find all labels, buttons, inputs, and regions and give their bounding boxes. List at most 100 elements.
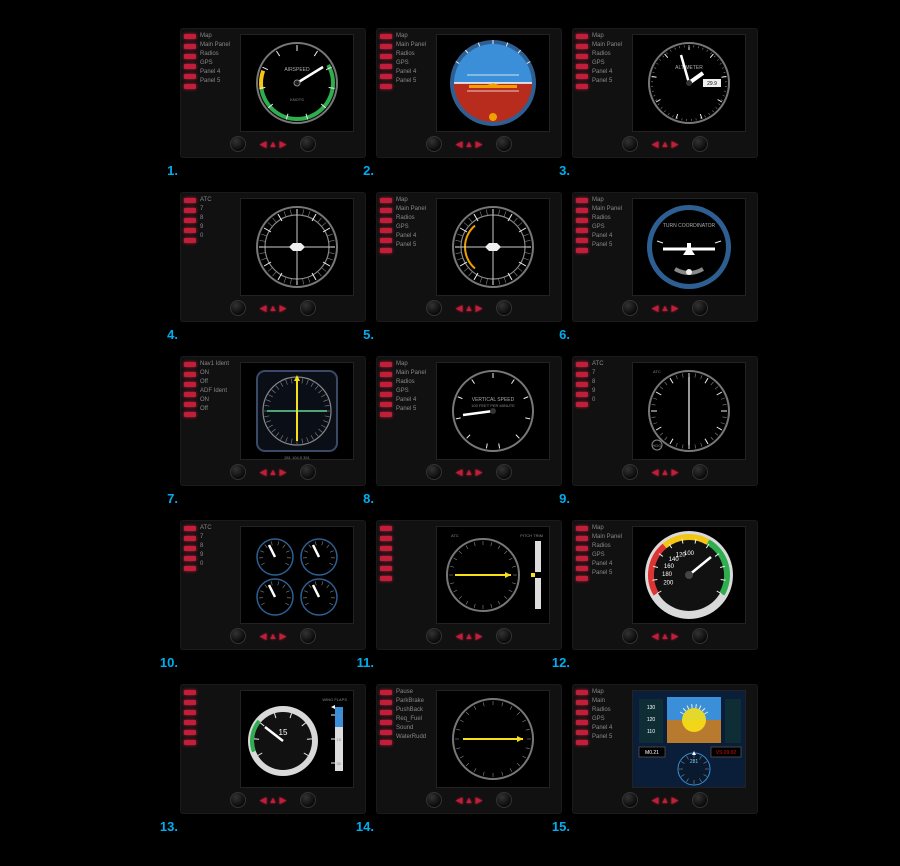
menu-label[interactable]: ATC xyxy=(592,361,604,367)
dpad[interactable]: ◀▲▶ xyxy=(456,796,483,805)
menu-label[interactable]: Map xyxy=(592,689,612,695)
right-knob[interactable] xyxy=(496,300,512,316)
menu-label[interactable]: Main Panel xyxy=(396,42,426,48)
menu-label[interactable]: Panel 5 xyxy=(592,78,622,84)
menu-label[interactable]: Radios xyxy=(592,51,622,57)
right-knob[interactable] xyxy=(692,136,708,152)
left-knob[interactable] xyxy=(426,300,442,316)
menu-label[interactable]: Radios xyxy=(592,215,622,221)
right-knob[interactable] xyxy=(300,300,316,316)
right-knob[interactable] xyxy=(692,792,708,808)
menu-label[interactable]: Panel 5 xyxy=(396,242,426,248)
menu-label[interactable]: GPS xyxy=(396,60,426,66)
menu-label[interactable]: 0 xyxy=(200,233,212,239)
dpad[interactable]: ◀▲▶ xyxy=(652,140,679,149)
menu-label[interactable]: ATC xyxy=(200,197,212,203)
left-knob[interactable] xyxy=(622,628,638,644)
menu-label[interactable]: Map xyxy=(592,33,622,39)
right-knob[interactable] xyxy=(496,464,512,480)
menu-label[interactable]: 7 xyxy=(200,206,212,212)
menu-label[interactable]: 7 xyxy=(200,534,212,540)
dpad[interactable]: ◀▲▶ xyxy=(652,632,679,641)
menu-label[interactable]: ON xyxy=(200,397,229,403)
left-knob[interactable] xyxy=(622,792,638,808)
menu-label[interactable]: Sound xyxy=(396,725,426,731)
menu-label[interactable]: Main Panel xyxy=(592,206,622,212)
menu-label[interactable]: Main Panel xyxy=(396,206,426,212)
menu-label[interactable]: Map xyxy=(396,197,426,203)
left-knob[interactable] xyxy=(230,792,246,808)
menu-label[interactable]: Panel 4 xyxy=(200,69,230,75)
menu-label[interactable]: Map xyxy=(396,361,426,367)
left-knob[interactable] xyxy=(426,628,442,644)
menu-label[interactable]: 9 xyxy=(592,388,604,394)
dpad[interactable]: ◀▲▶ xyxy=(652,304,679,313)
menu-label[interactable]: 9 xyxy=(200,224,212,230)
menu-label[interactable]: GPS xyxy=(592,224,622,230)
menu-label[interactable]: GPS xyxy=(396,388,426,394)
menu-label[interactable]: Map xyxy=(592,197,622,203)
menu-label[interactable]: PushBack xyxy=(396,707,426,713)
menu-label[interactable]: Main Panel xyxy=(592,42,622,48)
menu-label[interactable]: Panel 5 xyxy=(200,78,230,84)
left-knob[interactable] xyxy=(622,136,638,152)
dpad[interactable]: ◀▲▶ xyxy=(456,632,483,641)
menu-label[interactable]: Radios xyxy=(396,215,426,221)
menu-label[interactable]: GPS xyxy=(592,716,612,722)
menu-label[interactable]: 0 xyxy=(200,561,212,567)
menu-label[interactable]: Main Panel xyxy=(200,42,230,48)
menu-label[interactable]: Radios xyxy=(396,379,426,385)
menu-label[interactable]: GPS xyxy=(592,552,622,558)
menu-label[interactable]: Radios xyxy=(396,51,426,57)
dpad[interactable]: ◀▲▶ xyxy=(456,468,483,477)
menu-label[interactable]: Panel 5 xyxy=(592,570,622,576)
menu-label[interactable]: GPS xyxy=(396,224,426,230)
right-knob[interactable] xyxy=(692,628,708,644)
left-knob[interactable] xyxy=(230,136,246,152)
menu-label[interactable]: 7 xyxy=(592,370,604,376)
menu-label[interactable]: Radios xyxy=(592,543,622,549)
dpad[interactable]: ◀▲▶ xyxy=(652,796,679,805)
menu-label[interactable]: ATC xyxy=(200,525,212,531)
right-knob[interactable] xyxy=(300,792,316,808)
menu-label[interactable]: 8 xyxy=(200,543,212,549)
left-knob[interactable] xyxy=(426,464,442,480)
menu-label[interactable]: Main Panel xyxy=(592,534,622,540)
left-knob[interactable] xyxy=(230,628,246,644)
left-knob[interactable] xyxy=(622,300,638,316)
menu-label[interactable]: Off xyxy=(200,406,229,412)
left-knob[interactable] xyxy=(426,792,442,808)
menu-label[interactable]: Main Panel xyxy=(396,370,426,376)
right-knob[interactable] xyxy=(496,136,512,152)
right-knob[interactable] xyxy=(496,792,512,808)
dpad[interactable]: ◀▲▶ xyxy=(260,304,287,313)
right-knob[interactable] xyxy=(300,136,316,152)
menu-label[interactable]: 9 xyxy=(200,552,212,558)
menu-label[interactable]: Off xyxy=(200,379,229,385)
menu-label[interactable]: Panel 4 xyxy=(396,69,426,75)
menu-label[interactable]: ADF Ident xyxy=(200,388,229,394)
right-knob[interactable] xyxy=(692,300,708,316)
dpad[interactable]: ◀▲▶ xyxy=(652,468,679,477)
menu-label[interactable]: Pause xyxy=(396,689,426,695)
right-knob[interactable] xyxy=(300,464,316,480)
menu-label[interactable]: GPS xyxy=(200,60,230,66)
menu-label[interactable]: ParkBrake xyxy=(396,698,426,704)
menu-label[interactable]: Panel 4 xyxy=(592,561,622,567)
right-knob[interactable] xyxy=(300,628,316,644)
menu-label[interactable]: Map xyxy=(396,33,426,39)
menu-label[interactable]: 0 xyxy=(592,397,604,403)
menu-label[interactable]: Panel 4 xyxy=(592,725,612,731)
menu-label[interactable]: Radios xyxy=(592,707,612,713)
menu-label[interactable]: Req_Fuel xyxy=(396,716,426,722)
menu-label[interactable]: 8 xyxy=(592,379,604,385)
menu-label[interactable]: Panel 4 xyxy=(396,233,426,239)
menu-label[interactable]: ON xyxy=(200,370,229,376)
menu-label[interactable]: Panel 5 xyxy=(592,734,612,740)
left-knob[interactable] xyxy=(426,136,442,152)
menu-label[interactable]: WaterRudd xyxy=(396,734,426,740)
menu-label[interactable]: Nav1 Ident xyxy=(200,361,229,367)
menu-label[interactable]: Map xyxy=(592,525,622,531)
left-knob[interactable] xyxy=(622,464,638,480)
menu-label[interactable]: GPS xyxy=(592,60,622,66)
